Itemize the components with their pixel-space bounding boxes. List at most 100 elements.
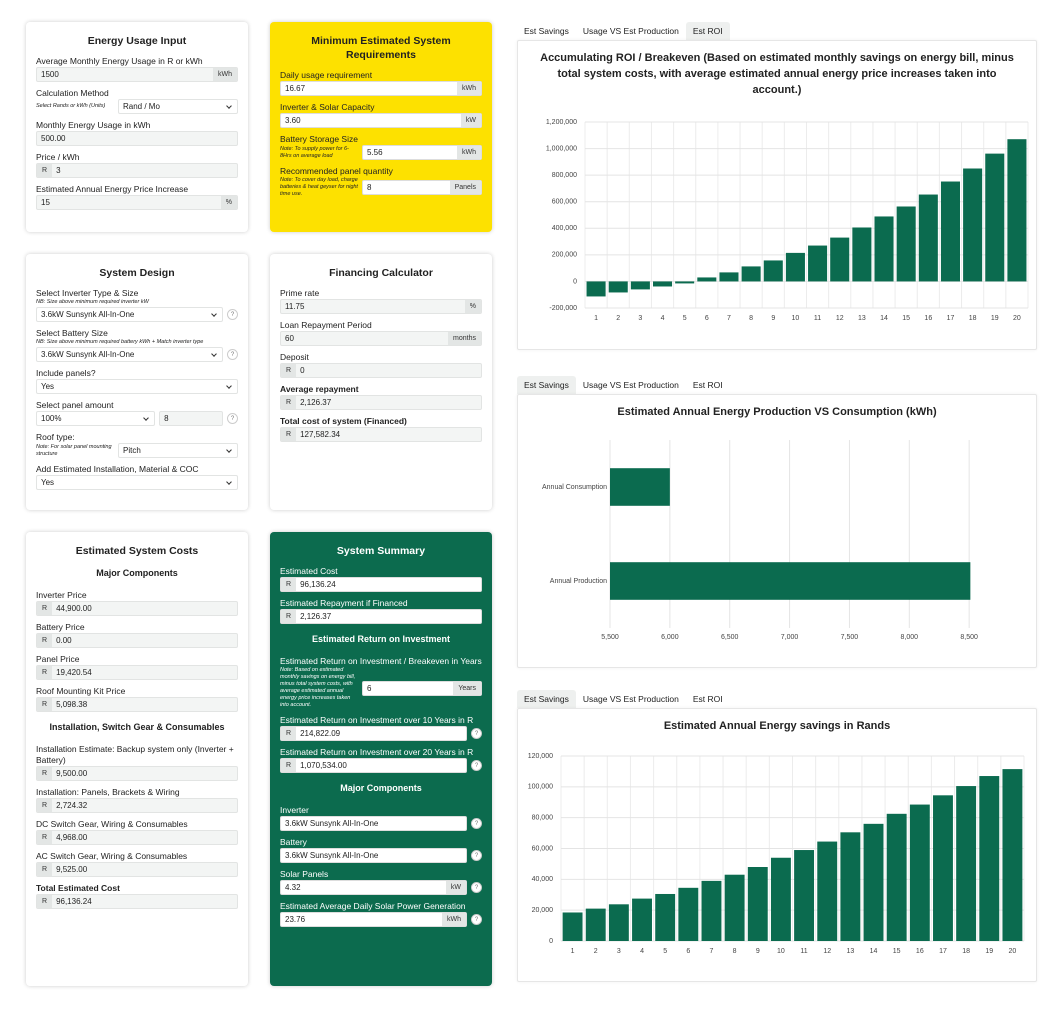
field-row: 3.6kW Sunsynk All-In-One? [36,307,238,322]
help-icon[interactable]: ? [471,818,482,829]
section-heading: Estimated Return on Investment [311,634,451,644]
input[interactable]: R 9,500.00 [36,766,238,781]
input[interactable]: R 214,822.09 [280,726,467,741]
field-label: Estimated Return on Investment over 10 Y… [280,715,474,725]
tab[interactable]: Usage VS Est Production [582,380,679,390]
input[interactable]: 15% [36,195,238,210]
dropdown[interactable]: Yes [36,379,238,394]
input[interactable]: R 2,126.37 [280,609,482,624]
help-icon[interactable]: ? [227,309,238,320]
input[interactable]: R 4,968.00 [36,830,238,845]
field: Roof Mounting Kit Price R 5,098.38 [36,686,238,712]
field-row: R 9,500.00 [36,766,238,781]
field: DC Switch Gear, Wiring & Consumables R 4,9… [36,819,238,845]
field: Total cost of system (Financed) R 127,582.… [280,416,482,442]
unit: kWh [213,68,237,81]
input[interactable]: R 9,525.00 [36,862,238,877]
help-icon[interactable]: ? [227,413,238,424]
unit: % [464,300,481,313]
currency-prefix: R [281,364,297,377]
field-row: R 96,136.24 [280,577,482,592]
field: Monthly Energy Usage in kWh 500.00 [36,120,238,146]
help-icon[interactable]: ? [471,760,482,771]
input[interactable]: 500.00 [36,131,238,146]
field-row: Note: For solar panel mounting structure… [36,443,238,458]
input-value: 5.56 [367,148,383,157]
tab[interactable]: Usage VS Est Production [582,26,679,36]
tab-bar: Est Savings Usage VS Est Production Est RO… [517,22,1037,40]
input[interactable]: 16.67 kWh [280,81,482,96]
input[interactable]: 23.76 kWh [280,912,467,927]
unit: kWh [457,146,481,159]
input[interactable]: 11.75% [280,299,482,314]
field-label: Estimated Annual Energy Price Increase [36,184,189,194]
input[interactable]: 1500 kWh [36,67,238,82]
currency-prefix: R [37,698,53,711]
tab[interactable]: Usage VS Est Production [582,694,679,704]
field-label: Inverter Price [36,590,87,600]
help-icon[interactable]: ? [471,728,482,739]
field-row: 11.75% [280,299,482,314]
input[interactable]: 4.32 kW [280,880,467,895]
help-icon[interactable]: ? [471,914,482,925]
field-row: 100% 8? [36,411,238,426]
field-label: Calculation Method [36,88,109,98]
field-row: 23.76 kWh? [280,912,482,927]
input[interactable]: 6 Years [362,680,482,696]
input[interactable]: 60 months [280,331,482,346]
input[interactable]: 3.6kW Sunsynk All-In-One [280,848,467,863]
card: System Design Select Inverter Type & Size… [26,254,248,510]
card: System Summary Estimated Cost R 96,136.24 Es… [270,532,492,986]
dropdown[interactable]: Pitch [118,443,238,458]
field-label: Total cost of system (Financed) [280,416,407,426]
tab[interactable]: Est Savings [517,376,576,394]
tab[interactable]: Est Savings [517,690,576,708]
field-row: Yes [36,379,238,394]
input[interactable]: R 2,126.37 [280,395,482,410]
field-row: R 96,136.24 [36,894,238,909]
input-value: 0 [300,366,305,375]
dropdown[interactable]: 3.6kW Sunsynk All-In-One [36,347,223,362]
dropdown[interactable]: Yes [36,475,238,490]
tab[interactable]: Est ROI [692,694,723,704]
input-value: 9,500.00 [56,769,88,778]
input[interactable]: R 0.00 [36,633,238,648]
field-note: Select Rands or kWh (Units) [36,103,106,109]
unit: % [220,196,237,209]
field: Battery Price R 0.00 [36,622,238,648]
dropdown[interactable]: 3.6kW Sunsynk All-In-One [36,307,223,322]
field: Roof type: Note: For solar panel mounting… [36,432,238,458]
input[interactable]: R 44,900.00 [36,601,238,616]
input[interactable]: 8 Panels [362,180,482,195]
input[interactable]: R 2,724.32 [36,798,238,813]
help-icon[interactable]: ? [227,349,238,360]
input[interactable]: R 5,098.38 [36,697,238,712]
input[interactable]: R 127,582.34 [280,427,482,442]
field-label: Roof Mounting Kit Price [36,686,126,696]
tab[interactable]: Est Savings [524,26,569,36]
field-label: Estimated Return on Investment / Breakev… [280,656,482,666]
input[interactable]: 5.56 kWh [362,145,482,160]
input[interactable]: R 19,420.54 [36,665,238,680]
field: Estimated Return on Investment over 20 Y… [280,747,482,773]
input[interactable]: R 96,136.24 [280,577,482,592]
input[interactable]: 3.60 kW [280,113,482,128]
field-label: Battery Price [36,622,85,632]
input[interactable]: 8 [159,411,223,426]
tab[interactable]: Est ROI [685,22,730,40]
tab[interactable]: Est ROI [692,380,723,390]
input[interactable]: R 96,136.24 [36,894,238,909]
help-icon[interactable]: ? [471,882,482,893]
dropdown[interactable]: Rand / Mo [118,99,238,114]
help-icon[interactable]: ? [471,850,482,861]
input[interactable]: 3.6kW Sunsynk All-In-One [280,816,467,831]
field-row: R 0.00 [36,633,238,648]
dropdown[interactable]: 100% [36,411,156,426]
field-label: Daily usage requirement [280,70,373,80]
currency-prefix: R [281,428,297,441]
input[interactable]: R 1,070,534.00 [280,758,467,773]
input-value: 127,582.34 [300,430,341,439]
